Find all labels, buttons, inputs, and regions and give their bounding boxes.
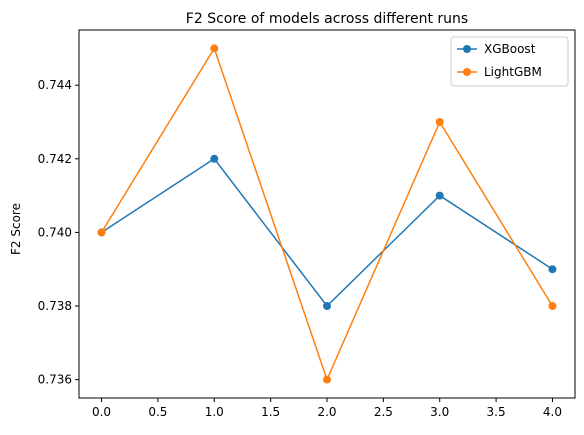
lightgbm-point: [323, 375, 331, 384]
y-tick-label: 0.744: [38, 78, 72, 92]
xgboost-point: [323, 302, 331, 310]
x-tick-label: 3.0: [430, 405, 449, 419]
xgboost-point: [210, 154, 219, 163]
x-tick-label: 4.0: [543, 405, 562, 419]
y-tick-label: 0.742: [38, 152, 72, 166]
x-tick-label: 1.5: [261, 405, 280, 419]
lightgbm-point: [210, 44, 219, 53]
series-layer: [97, 44, 557, 384]
legend-box: [450, 36, 569, 87]
chart-title: F2 Score of models across different runs: [186, 11, 468, 27]
ticks-layer: 0.0 0.5 1.0 1.5 2.0 2.5 3.0 3.5 4.0 0.736 0.738 0.7…: [38, 78, 562, 419]
x-tick-label: 0.0: [92, 405, 111, 419]
lightgbm-point: [548, 302, 557, 310]
legend: XGBoost LightGBM: [450, 36, 569, 87]
xgboost-legend-label: XGBoost: [484, 42, 536, 56]
x-tick-label: 0.5: [148, 405, 167, 419]
xgboost-point: [548, 265, 557, 274]
plot-area-frame: [78, 29, 576, 399]
y-tick-label: 0.736: [38, 373, 72, 387]
x-tick-label: 2.5: [374, 405, 393, 419]
xgboost-legend-marker: [463, 45, 471, 53]
x-tick-label: 2.0: [317, 405, 336, 419]
lightgbm-point: [97, 228, 106, 237]
x-tick-label: 3.5: [487, 405, 506, 419]
lightgbm-point: [435, 118, 444, 126]
y-axis-label: F2 Score: [9, 203, 23, 255]
x-tick-label: 1.0: [205, 405, 224, 419]
lightgbm-legend-marker: [463, 68, 471, 76]
y-tick-label: 0.740: [38, 225, 72, 239]
xgboost-point: [435, 191, 444, 200]
lightgbm-legend-label: LightGBM: [484, 65, 542, 79]
y-tick-label: 0.738: [38, 299, 72, 313]
